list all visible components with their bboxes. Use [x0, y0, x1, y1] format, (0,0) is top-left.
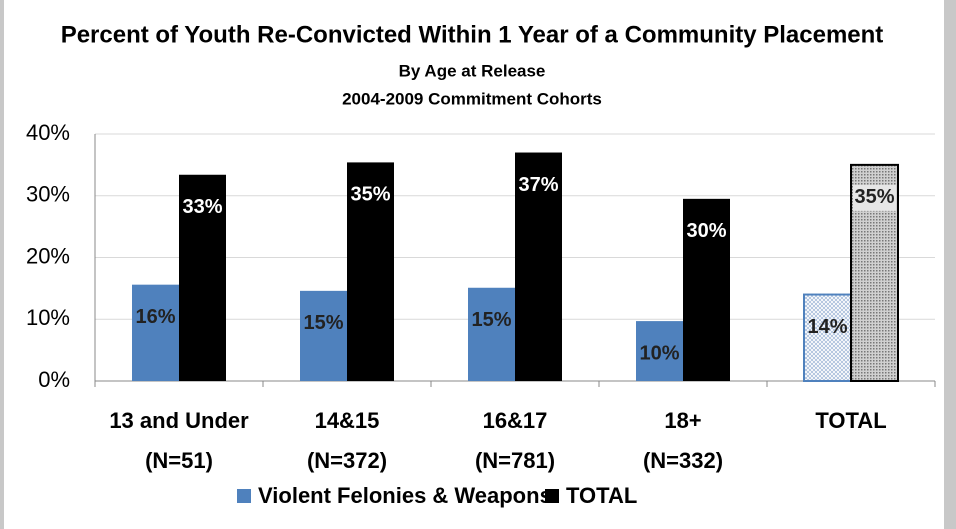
x-tick-label: 16&17	[483, 408, 548, 433]
bar	[636, 321, 683, 381]
data-label: 10%	[639, 342, 679, 364]
data-label: 14%	[807, 316, 847, 338]
y-tick-label: 40%	[26, 120, 70, 145]
x-tick-label: TOTAL	[815, 408, 886, 433]
data-label: 37%	[518, 174, 558, 196]
x-tick-label: (N=781)	[475, 448, 555, 473]
data-label: 15%	[303, 312, 343, 334]
legend-label: TOTAL	[566, 483, 637, 508]
data-label: 35%	[350, 184, 390, 206]
bar	[347, 162, 394, 381]
y-tick-label: 20%	[26, 243, 70, 268]
data-label: 30%	[686, 220, 726, 242]
bar	[515, 152, 562, 381]
border	[0, 0, 4, 529]
x-tick-label: 18+	[664, 408, 701, 433]
data-label: 15%	[471, 309, 511, 331]
x-tick-label: (N=332)	[643, 448, 723, 473]
data-label: 35%	[854, 186, 894, 208]
chart-subtitle: 2004-2009 Commitment Cohorts	[342, 89, 602, 108]
bar	[132, 284, 179, 381]
border	[944, 0, 956, 529]
y-tick-label: 30%	[26, 182, 70, 207]
legend-swatch	[237, 489, 251, 503]
x-tick-label: 13 and Under	[109, 408, 249, 433]
legend-swatch	[545, 489, 559, 503]
bar	[683, 198, 730, 381]
bar	[468, 287, 515, 381]
bar	[300, 290, 347, 381]
y-tick-label: 10%	[26, 305, 70, 330]
x-tick-label: 14&15	[315, 408, 380, 433]
x-tick-label: (N=51)	[145, 448, 213, 473]
chart-subtitle: By Age at Release	[399, 61, 546, 80]
data-label: 16%	[135, 306, 175, 328]
label-backdrop	[853, 184, 896, 211]
legend-label: Violent Felonies & Weapons	[258, 483, 552, 508]
chart-title: Percent of Youth Re-Convicted Within 1 Y…	[61, 21, 884, 48]
bar	[803, 293, 852, 382]
x-tick-label: (N=372)	[307, 448, 387, 473]
bar	[179, 174, 226, 381]
data-label: 33%	[182, 196, 222, 218]
y-tick-label: 0%	[38, 367, 70, 392]
